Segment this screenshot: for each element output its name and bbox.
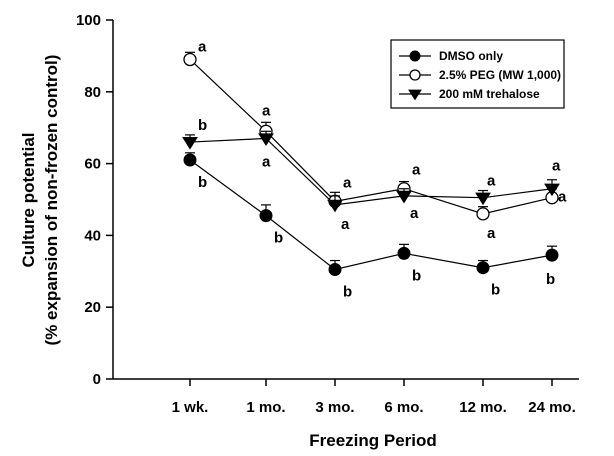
significance-letter: b [198, 174, 207, 191]
x-axis-title: Freezing Period [309, 431, 437, 450]
significance-letter: a [487, 225, 496, 242]
significance-letter: a [487, 173, 496, 190]
significance-letter: a [552, 158, 561, 175]
data-point [183, 153, 197, 167]
y-tick-label: 100 [76, 12, 101, 29]
significance-letter: b [198, 117, 207, 134]
significance-letter: a [412, 162, 421, 179]
significance-letter: b [412, 267, 421, 284]
data-point [396, 190, 412, 204]
data-point [328, 263, 342, 277]
data-point [397, 246, 411, 260]
x-tick-label: 6 mo. [384, 399, 423, 416]
data-point [182, 136, 198, 150]
significance-letter: a [341, 216, 350, 233]
y-tick-label: 80 [84, 84, 101, 101]
legend-marker [409, 69, 421, 81]
significance-letter: b [546, 271, 555, 288]
x-tick-label: 12 mo. [459, 399, 507, 416]
significance-letter: b [491, 282, 500, 299]
data-point [258, 133, 274, 147]
y-tick-label: 40 [84, 227, 101, 244]
data-point [545, 248, 559, 262]
data-point [544, 183, 560, 197]
legend-label: 2.5% PEG (MW 1,000) [439, 68, 561, 82]
axes: 0 20 40 60 80 100 1 wk. 1 mo. 3 mo. 6 mo. 12 mo. 24… [76, 12, 579, 416]
data-point [476, 261, 490, 275]
data-point [476, 207, 490, 221]
significance-letter: a [262, 102, 271, 119]
y-axis-title-line2: (% expansion of non-frozen control) [42, 55, 61, 346]
significance-letter: a [410, 205, 419, 222]
data-point [183, 52, 197, 67]
legend-marker [409, 50, 421, 62]
significance-letter: a [198, 38, 207, 55]
significance-letter: a [343, 174, 352, 191]
x-tick-label: 24 mo. [528, 399, 576, 416]
series-line [189, 159, 553, 271]
significance-letter: a [262, 153, 271, 170]
y-tick-label: 20 [84, 299, 101, 316]
significance-letter: a [558, 189, 567, 206]
data-point [327, 199, 343, 213]
x-tick-label: 1 mo. [246, 399, 285, 416]
y-tick-label: 60 [84, 156, 101, 173]
legend-label: DMSO only [439, 49, 503, 63]
legend-marker [408, 89, 422, 101]
series-line [189, 59, 553, 215]
series-1: b b b b b b [183, 152, 559, 301]
significance-letter: b [343, 284, 352, 301]
x-tick-label: 1 wk. [172, 399, 209, 416]
y-axis-title-line1: Culture potential [19, 132, 38, 267]
series-line [189, 137, 553, 206]
x-tick-label: 3 mo. [315, 399, 354, 416]
significance-letter: b [274, 230, 283, 247]
data-point [475, 192, 491, 206]
y-tick-label: 0 [93, 371, 101, 388]
legend: DMSO only 2.5% PEG (MW 1,000) 200 mM treha… [390, 39, 565, 109]
data-point [259, 209, 273, 223]
legend-box [390, 39, 565, 109]
legend-label: 200 mM trehalose [439, 87, 540, 101]
series-3: b a a a a a [182, 117, 561, 233]
